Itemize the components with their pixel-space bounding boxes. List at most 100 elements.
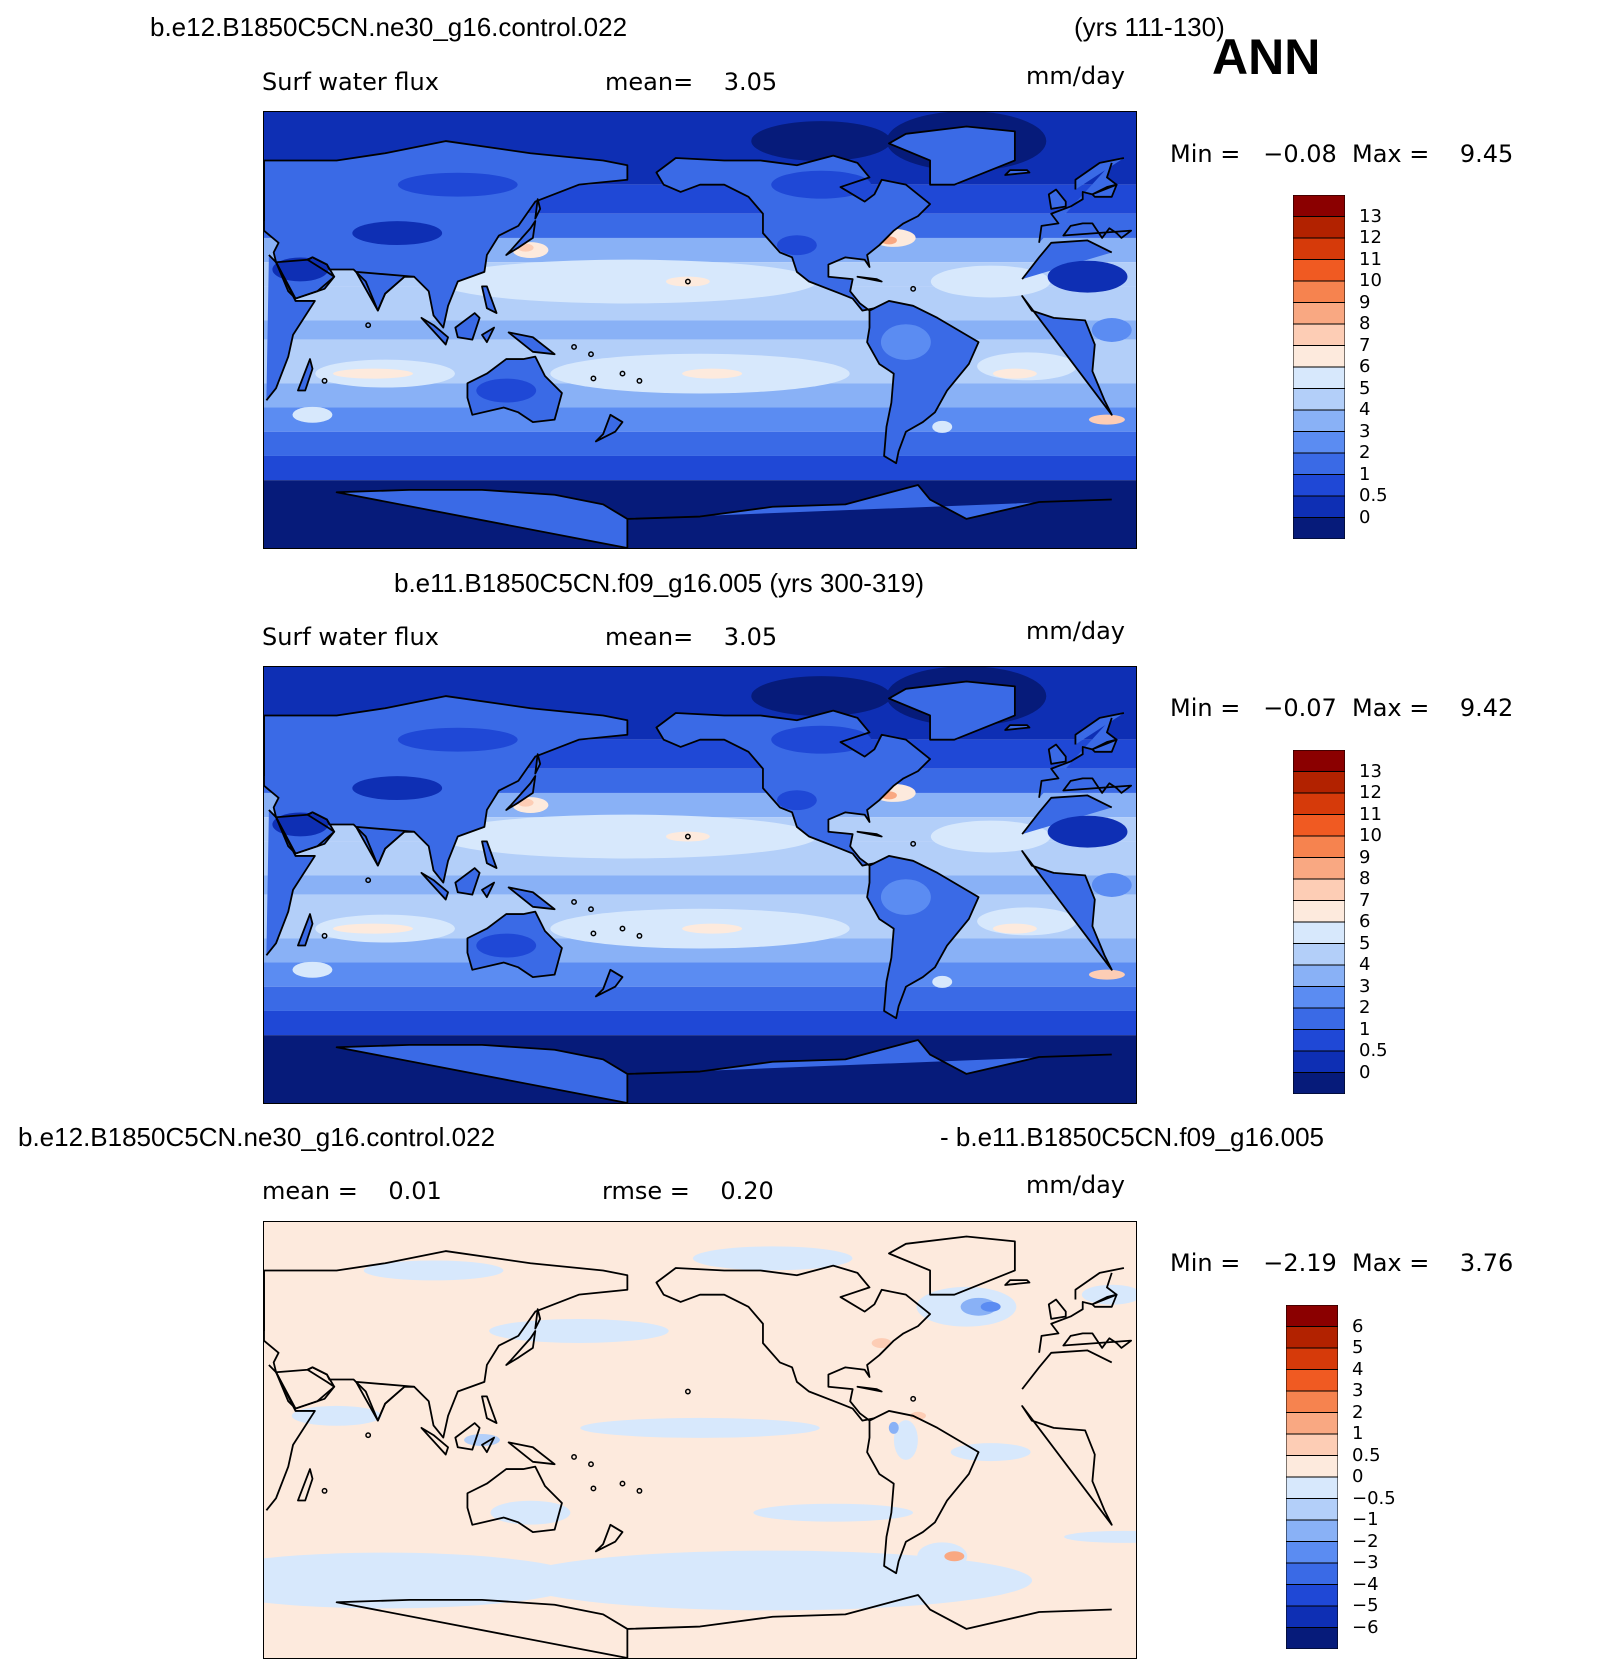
colorbar-swatch — [1286, 1476, 1338, 1499]
flux-band — [264, 986, 1136, 1011]
colorbar-tick-label: 11 — [1359, 803, 1382, 825]
flux-anomaly — [932, 420, 953, 433]
island — [571, 344, 577, 350]
land-flux — [1047, 815, 1128, 848]
colorbar-swatch — [1286, 1455, 1338, 1478]
colorbar-tick-label: 0.5 — [1359, 1040, 1388, 1061]
flux-anomaly — [292, 961, 333, 978]
coastline — [466, 355, 563, 423]
coastline — [507, 1441, 556, 1466]
coastlines — [264, 125, 1133, 548]
panel2-map — [263, 666, 1137, 1104]
panel3-colorbar: 6 5 4 3 2 1 0.5 0 −0.5 −1 −2 −3 −4 −5 −6 — [1286, 1305, 1396, 1649]
colorbar-svg — [1286, 1305, 1338, 1649]
coastline — [507, 886, 556, 911]
land-flux — [1091, 318, 1132, 342]
colorbar-swatch — [1293, 792, 1345, 815]
coastline — [594, 1523, 624, 1553]
island — [571, 899, 577, 905]
colorbar-swatch — [1286, 1519, 1338, 1542]
land-flux — [771, 725, 871, 754]
colorbar-tick-label: 0 — [1359, 506, 1371, 528]
flux-band — [264, 962, 1136, 987]
coastline — [481, 881, 495, 899]
diff-anomaly — [980, 1301, 1001, 1312]
diff-anomaly — [363, 1260, 504, 1281]
land-mass — [1048, 189, 1066, 209]
colorbar-swatch — [1293, 195, 1345, 217]
land-flux — [1047, 260, 1128, 293]
coastline — [335, 1594, 1112, 1658]
colorbar-tick-label: 5 — [1352, 1337, 1364, 1358]
colorbar-tick-label: 0.5 — [1359, 485, 1388, 506]
coastline — [534, 198, 542, 220]
coastline — [297, 1468, 314, 1502]
colorbar-swatch — [1293, 495, 1345, 518]
island — [636, 932, 643, 939]
island — [910, 285, 917, 292]
diff-anomaly — [264, 1552, 585, 1609]
island — [619, 370, 626, 377]
colorbar-tick-label: 0.5 — [1352, 1444, 1381, 1466]
coastline — [355, 270, 416, 312]
panel1-variable-label: Surf water flux — [262, 68, 439, 96]
colorbar-swatch — [1293, 857, 1345, 880]
flux-anomaly — [333, 923, 413, 934]
flux-anomaly — [437, 814, 817, 859]
coastline — [335, 484, 1112, 548]
island — [590, 930, 597, 937]
diff-anomaly — [893, 1420, 918, 1460]
coastline — [888, 680, 1016, 741]
island — [588, 906, 594, 913]
flux-anomaly — [992, 368, 1037, 379]
colorbar-swatch — [1286, 1562, 1338, 1585]
colorbar-swatch — [1293, 302, 1345, 325]
coastline — [481, 840, 498, 869]
colorbar-swatch — [1293, 750, 1345, 772]
panel1-case-title: b.e12.B1850C5CN.ne30_g16.control.022 — [150, 12, 628, 42]
flux-anomaly — [1088, 414, 1125, 425]
colorbar-tick-label: 2 — [1352, 1401, 1364, 1423]
colorbar-swatch — [1286, 1498, 1338, 1521]
colorbar-tick-label: −0.5 — [1352, 1487, 1396, 1509]
diff-anomaly — [489, 1319, 669, 1343]
panel3-rmse-label: rmse = 0.20 — [602, 1177, 774, 1205]
land-mass — [888, 681, 1015, 740]
land-flux — [880, 879, 931, 916]
land-mass — [455, 313, 480, 340]
colorbar-swatch — [1293, 323, 1345, 346]
colorbar-swatch — [1293, 921, 1345, 944]
colorbar-swatch — [1293, 259, 1345, 282]
coastline — [888, 125, 1016, 186]
island — [636, 1487, 643, 1494]
coastline — [1074, 712, 1125, 751]
coastline — [856, 1385, 883, 1393]
land-mass — [356, 271, 415, 311]
land-mass — [482, 841, 497, 869]
coastline — [481, 1395, 498, 1424]
diff-anomaly — [692, 1246, 853, 1271]
coastline — [481, 1436, 495, 1454]
colorbar-tick-label: 4 — [1359, 954, 1371, 975]
colorbar-tick-label: −2 — [1352, 1530, 1379, 1552]
colorbar-tick-label: 8 — [1359, 313, 1371, 334]
colorbar-tick-label: 12 — [1359, 782, 1382, 803]
diff-anomaly — [490, 1500, 571, 1525]
coastline — [275, 1366, 336, 1410]
colorbar-tick-label: 3 — [1359, 420, 1371, 442]
land-mass — [595, 414, 623, 442]
colorbar-tick-label: 1 — [1359, 1018, 1371, 1040]
coastlines — [264, 680, 1133, 1103]
land-flux — [397, 172, 518, 197]
land-mass — [264, 160, 1132, 243]
panel2-mean-label: mean= 3.05 — [605, 623, 778, 651]
colorbar-tick-label: 5 — [1359, 377, 1371, 399]
island — [365, 322, 372, 329]
colorbar-tick-label: 2 — [1359, 997, 1371, 1018]
flux-anomaly — [682, 923, 743, 934]
coastline — [534, 1308, 542, 1330]
colorbar-tick-label: 1 — [1352, 1423, 1364, 1444]
land-flux — [771, 170, 871, 199]
diff-anomaly — [871, 1338, 892, 1349]
flux-anomaly — [682, 368, 743, 379]
